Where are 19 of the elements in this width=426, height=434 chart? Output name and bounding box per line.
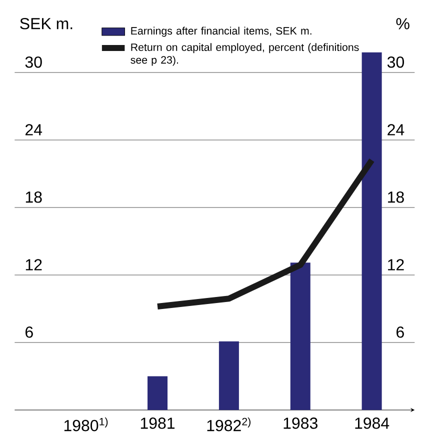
y2-tick-label: 18 bbox=[388, 191, 404, 203]
legend-label: Earnings after financial items, SEK m. bbox=[131, 26, 312, 37]
y2-tick-label: 6 bbox=[396, 326, 404, 338]
y2-axis-title: % bbox=[396, 18, 410, 30]
y2-tick-label: 24 bbox=[388, 124, 404, 136]
y2-tick-label: 12 bbox=[388, 259, 404, 270]
y-tick-label: 12 bbox=[26, 259, 42, 270]
y-tick-label: 18 bbox=[26, 191, 42, 203]
y-tick-label: 6 bbox=[26, 326, 33, 338]
x-tick-label: 1984 bbox=[355, 418, 390, 429]
legend-label: Return on capital employed, percent (definitions see p 23). bbox=[130, 43, 359, 66]
y2-tick-label: 30 bbox=[387, 56, 404, 68]
y-axis-title: SEK m. bbox=[20, 18, 72, 30]
x-tick-label: 1980$^{1)}$ bbox=[64, 418, 108, 432]
x-tick-label: 1983 bbox=[284, 418, 318, 429]
y-tick-label: 30 bbox=[25, 56, 42, 68]
y-tick-label: 24 bbox=[26, 124, 42, 136]
x-tick-label: 1982$^{2)}$ bbox=[207, 418, 250, 432]
x-tick-label: 1981 bbox=[140, 418, 175, 429]
